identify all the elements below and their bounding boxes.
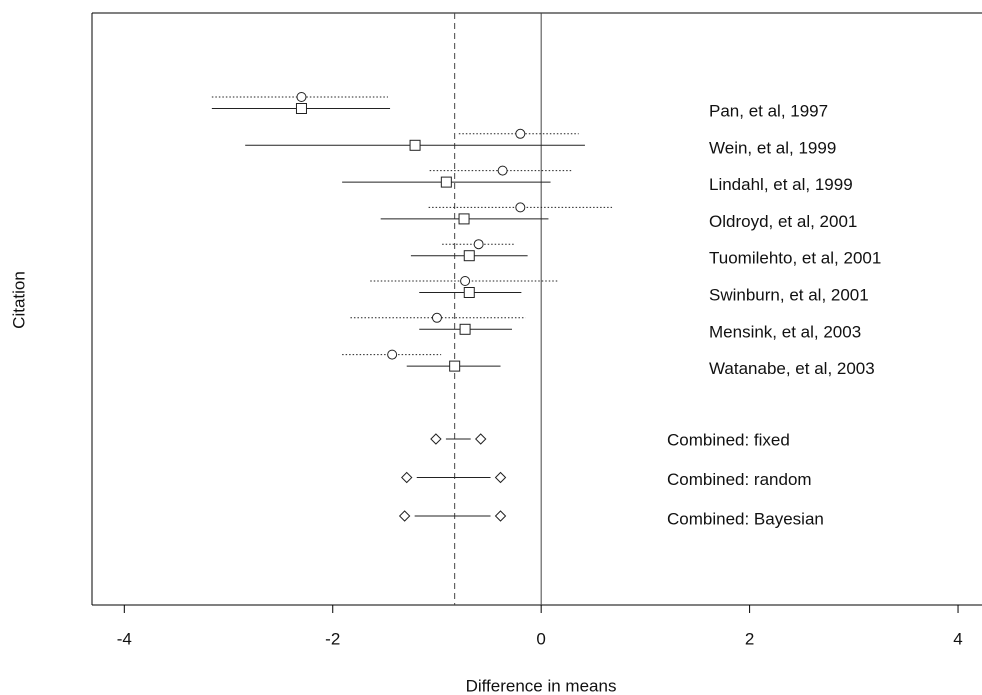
study-label: Swinburn, et al, 2001 [709, 285, 869, 304]
study-label: Wein, et al, 1999 [709, 138, 836, 157]
circle-estimate [515, 128, 526, 139]
circle-estimate [431, 312, 442, 323]
x-tick-label: 0 [536, 629, 545, 648]
x-tick-label: 4 [953, 629, 962, 648]
study-label: Pan, et al, 1997 [709, 101, 828, 120]
combined-diamond [398, 510, 411, 522]
circle-estimate [387, 349, 398, 360]
study-label: Tuomilehto, et al, 2001 [709, 249, 881, 268]
square-estimate [463, 250, 475, 262]
combined-label: Combined: random [667, 470, 812, 489]
x-tick-label: 2 [745, 629, 754, 648]
x-axis-label: Difference in means [466, 676, 617, 695]
study-label: Oldroyd, et al, 2001 [709, 212, 857, 231]
combined-diamond [430, 433, 442, 445]
square-estimate [449, 360, 461, 372]
study-label: Watanabe, et al, 2003 [709, 359, 875, 378]
combined-label: Combined: fixed [667, 430, 790, 449]
square-estimate [295, 103, 307, 114]
combined-label: Combined: Bayesian [667, 509, 824, 528]
circle-estimate [473, 239, 484, 250]
combined-diamond [494, 510, 507, 522]
combined-diamond [494, 471, 507, 484]
combined-diamond [401, 471, 413, 484]
square-estimate [459, 323, 471, 335]
study-label: Mensink, et al, 2003 [709, 322, 861, 341]
circle-estimate [515, 202, 526, 213]
square-estimate [409, 139, 421, 151]
x-tick-label: -4 [117, 629, 132, 648]
combined-diamond [475, 433, 487, 445]
y-axis-label: Citation [9, 271, 28, 329]
circle-estimate [296, 92, 307, 102]
circle-estimate [460, 276, 471, 286]
square-estimate [463, 287, 475, 298]
square-estimate [440, 176, 452, 188]
x-tick-label: -2 [325, 629, 340, 648]
circle-estimate [497, 165, 508, 176]
square-estimate [458, 213, 470, 225]
study-label: Lindahl, et al, 1999 [709, 175, 853, 194]
